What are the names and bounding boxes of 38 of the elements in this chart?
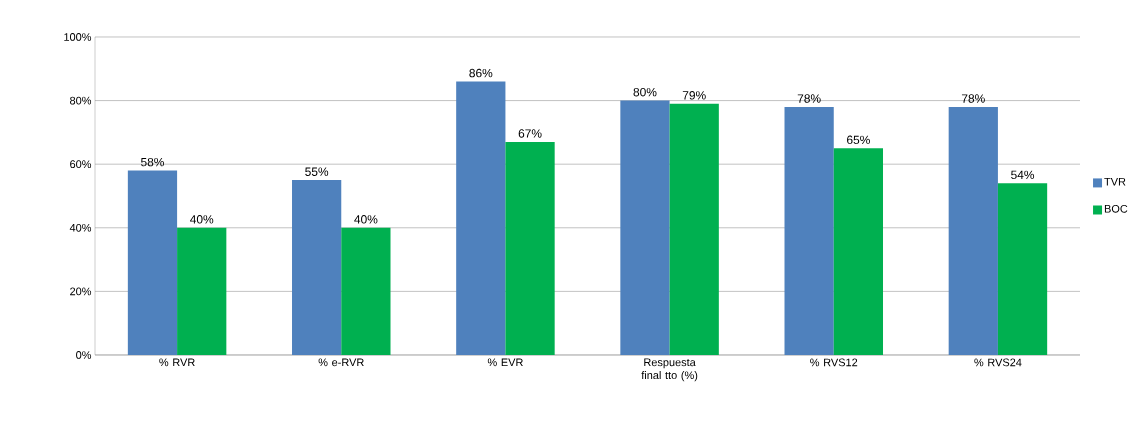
x-tick-label: % RVS24	[974, 358, 1022, 367]
data-label: 78%	[961, 94, 985, 103]
data-label: 55%	[305, 167, 329, 176]
legend-label: BOC	[1104, 204, 1128, 213]
data-label: 67%	[518, 129, 542, 138]
data-label: 58%	[140, 157, 164, 167]
bar	[127, 170, 178, 355]
bar	[784, 106, 834, 355]
x-tick-label: Respuesta final tto (%)	[641, 358, 698, 382]
legend-label: TVR	[1104, 177, 1126, 186]
bar	[948, 106, 998, 355]
bar	[997, 183, 1048, 355]
x-tick-label: % RVR	[159, 358, 195, 367]
data-label: 86%	[469, 68, 493, 78]
y-tick-label: 80%	[70, 96, 92, 105]
x-tick-label: % RVS12	[810, 358, 858, 367]
data-label: 79%	[682, 91, 706, 100]
bar	[505, 141, 555, 355]
y-tick-label: 0%	[76, 351, 92, 359]
y-tick-label: 60%	[70, 160, 92, 169]
bar	[177, 227, 227, 355]
x-tick-label: % e-RVR	[318, 358, 364, 367]
data-label: 40%	[190, 215, 214, 224]
x-tick-label: % EVR	[487, 358, 523, 367]
bar	[456, 81, 506, 355]
y-tick-label: 20%	[70, 287, 92, 296]
bar	[669, 103, 719, 355]
data-label: 65%	[847, 135, 870, 145]
y-tick-label: 100%	[64, 33, 92, 41]
bar	[341, 227, 391, 355]
data-label: 54%	[1011, 170, 1035, 180]
data-label: 80%	[633, 87, 657, 97]
y-tick-label: 40%	[69, 223, 92, 232]
data-label: 78%	[797, 94, 821, 103]
bar	[292, 180, 342, 355]
bar	[833, 148, 884, 355]
data-label: 40%	[354, 215, 378, 224]
bar	[620, 100, 670, 355]
